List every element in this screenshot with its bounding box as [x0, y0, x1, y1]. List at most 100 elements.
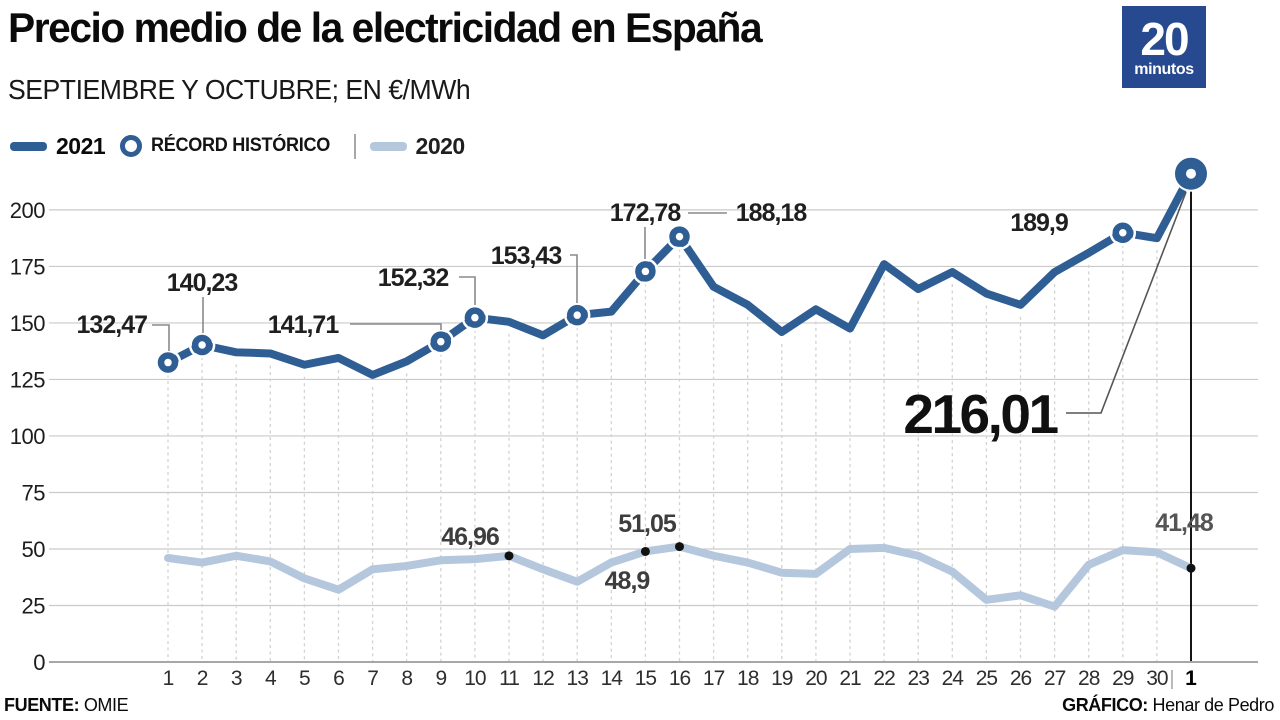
x-axis-day-label: 15	[635, 667, 657, 690]
y-axis-tick-label: 200	[10, 198, 45, 223]
source-label: FUENTE:	[4, 695, 80, 715]
value-label-2021: 140,23	[167, 269, 238, 297]
legend-divider	[353, 133, 356, 159]
y-axis-tick-label: 125	[10, 367, 45, 392]
leader-line	[570, 254, 578, 303]
x-axis-day-label: 23	[908, 667, 930, 690]
graphic-credit: GRÁFICO: Henar de Pedro	[1062, 695, 1274, 716]
x-axis-day-label: 25	[976, 667, 998, 690]
y-axis-tick-label: 75	[22, 480, 46, 505]
x-axis-day-label: 12	[532, 667, 554, 690]
page-title: Precio medio de la electricidad en Españ…	[8, 4, 763, 51]
logo-name: minutos	[1134, 60, 1194, 78]
record-ring-halo	[563, 301, 591, 329]
record-ring-marker	[191, 334, 213, 356]
record-ring-halo	[461, 304, 489, 331]
x-axis-day-label: 2	[197, 667, 208, 690]
x-axis-day-label: 19	[771, 667, 793, 690]
x-axis-day-label: 14	[601, 667, 624, 690]
x-axis-day-label: 27	[1044, 667, 1066, 690]
leader-line	[459, 276, 476, 305]
x-axis-day-label: 16	[669, 667, 691, 690]
x-axis-day-label: 3	[231, 667, 242, 690]
source-credit: FUENTE: OMIE	[4, 695, 129, 716]
x-axis-day-label: 26	[1010, 667, 1032, 690]
x-axis-day-label: 29	[1112, 667, 1134, 690]
record-ring-marker	[566, 304, 588, 326]
dot-marker-2020	[1186, 563, 1196, 573]
y-axis-tick-label: 175	[10, 254, 45, 279]
value-label-2021: 153,43	[491, 242, 562, 270]
x-axis-day-label: 13	[567, 667, 589, 690]
record-ring-marker	[635, 261, 656, 282]
value-label-2021: 189,9	[1010, 209, 1068, 237]
dot-marker-2020	[640, 546, 650, 556]
x-axis-day-label: 17	[703, 667, 725, 690]
legend-2020-label: 2020	[415, 132, 466, 159]
record-ring-marker	[669, 226, 690, 247]
x-axis-day-label: 11	[499, 667, 519, 690]
legend: 2021 RÉCORD HISTÓRICO 2020	[10, 131, 465, 161]
y-axis-tick-label: 25	[22, 593, 46, 618]
x-axis-day-label: 7	[367, 667, 378, 690]
x-axis-day-label: 1	[163, 667, 174, 690]
record-ring-marker-final	[1175, 157, 1207, 190]
value-label-2021: 152,32	[378, 264, 449, 292]
logo-20minutos: 20 minutos	[1122, 6, 1206, 88]
credit-name: Henar de Pedro	[1152, 695, 1275, 715]
value-label-2021: 172,78	[610, 199, 682, 227]
dot-marker-2020	[504, 551, 514, 561]
record-ring-marker	[157, 352, 179, 373]
record-ring-halo	[1173, 155, 1209, 192]
value-label-2021: 132,47	[77, 311, 148, 339]
x-axis-day-label: 8	[401, 667, 412, 690]
page-subtitle: SEPTIEMBRE Y OCTUBRE; EN €/MWh	[8, 74, 471, 105]
x-axis-day-label: 6	[333, 667, 344, 690]
x-axis-day-label: 4	[265, 667, 277, 690]
value-label-2021: 141,71	[268, 311, 340, 339]
y-axis-tick-label: 100	[10, 424, 45, 449]
record-ring-halo	[154, 349, 182, 376]
value-label-2020: 41,48	[1155, 509, 1214, 537]
value-label-2020: 46,96	[441, 523, 499, 551]
x-axis-month-separator: |	[1169, 668, 1174, 690]
record-ring-halo	[632, 258, 659, 285]
record-ring-halo	[188, 331, 216, 359]
x-axis-day-label: 20	[805, 667, 827, 690]
x-axis-day-label: 22	[873, 667, 895, 690]
legend-2021-label: 2021	[56, 132, 106, 159]
x-axis-day-label: 24	[942, 667, 965, 690]
value-label-2020: 51,05	[618, 510, 677, 538]
x-axis-day-label: 28	[1078, 667, 1100, 690]
leader-line	[1066, 191, 1187, 414]
legend-record-label: RÉCORD HISTÓRICO	[151, 135, 331, 156]
dot-marker-2020	[675, 542, 684, 552]
y-axis-tick-label: 0	[33, 650, 45, 675]
record-ring-halo	[1109, 219, 1137, 246]
x-axis-day-label: 21	[839, 667, 861, 690]
y-axis-tick-label: 150	[10, 311, 45, 336]
x-axis-day-label: 30	[1146, 667, 1168, 690]
x-axis-day-label: 10	[464, 667, 486, 690]
record-ring-marker	[464, 307, 486, 328]
x-axis-day-label: 5	[299, 667, 310, 690]
leader-line	[152, 324, 170, 351]
y-axis-tick-label: 50	[22, 537, 46, 562]
value-label-2020: 48,9	[605, 567, 650, 595]
record-ring-halo	[666, 223, 693, 250]
legend-record-ring-icon	[120, 135, 143, 157]
legend-2021-line-swatch	[10, 141, 47, 151]
value-label-2021: 188,18	[736, 199, 808, 227]
x-axis-day-label: 9	[435, 667, 446, 690]
source-name: OMIE	[83, 695, 129, 715]
legend-2020-line-swatch	[369, 141, 407, 151]
record-ring-marker	[430, 331, 452, 352]
leader-line	[350, 323, 442, 330]
x-axis-day-label: 18	[737, 667, 759, 690]
record-ring-marker	[1112, 222, 1134, 243]
credit-label: GRÁFICO:	[1062, 695, 1148, 715]
logo-number: 20	[1140, 12, 1189, 65]
record-value-final: 216,01	[903, 383, 1058, 445]
